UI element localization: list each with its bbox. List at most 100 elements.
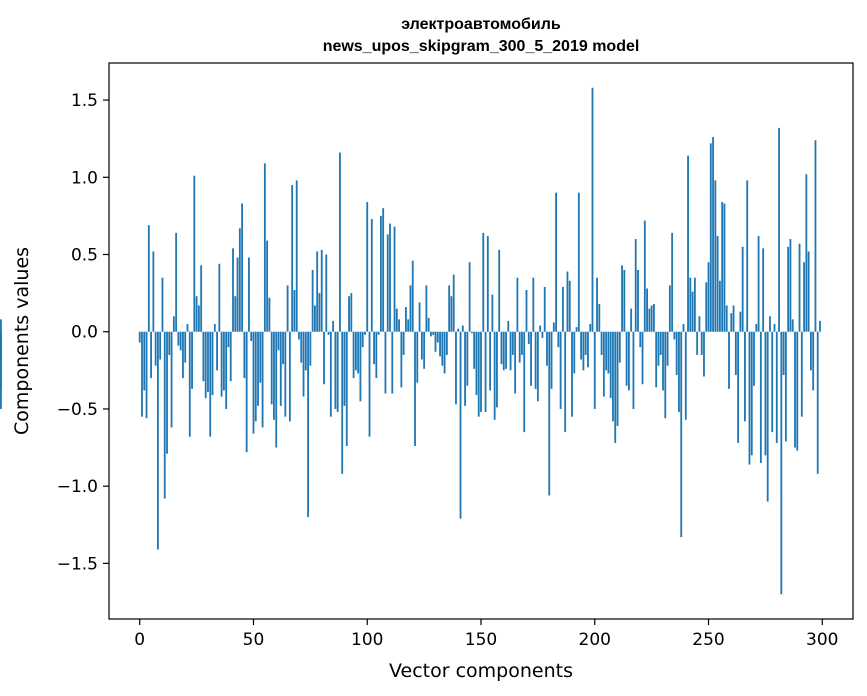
bar bbox=[634, 239, 637, 332]
bar bbox=[320, 249, 323, 332]
bar bbox=[402, 331, 405, 355]
bar bbox=[259, 331, 262, 383]
bar bbox=[687, 155, 689, 332]
bar bbox=[473, 331, 476, 369]
bar bbox=[348, 296, 350, 332]
bar bbox=[400, 331, 403, 388]
bar bbox=[252, 331, 255, 434]
bar bbox=[336, 331, 339, 413]
bar bbox=[311, 269, 314, 332]
bar bbox=[730, 313, 733, 332]
bar bbox=[254, 331, 257, 422]
bar bbox=[534, 331, 537, 389]
bar bbox=[810, 331, 812, 371]
bar bbox=[753, 331, 755, 386]
bar bbox=[491, 294, 494, 332]
y-tick-label: −1.0 bbox=[57, 477, 98, 497]
bar bbox=[673, 331, 676, 340]
bar bbox=[680, 331, 683, 538]
bar bbox=[395, 308, 398, 332]
bar bbox=[605, 331, 608, 371]
bar bbox=[782, 331, 785, 375]
bar bbox=[314, 305, 316, 332]
bar bbox=[587, 331, 589, 368]
bar bbox=[664, 331, 667, 419]
bar bbox=[147, 225, 150, 332]
y-tick-label: 0.5 bbox=[71, 246, 98, 266]
bar bbox=[737, 331, 740, 443]
bar bbox=[709, 143, 712, 332]
bar bbox=[464, 331, 466, 406]
bar bbox=[621, 265, 623, 332]
bar bbox=[145, 331, 148, 419]
bar bbox=[234, 296, 237, 332]
x-axis-label: Vector components bbox=[389, 660, 573, 682]
bar bbox=[345, 331, 348, 447]
bar bbox=[186, 324, 189, 332]
bar bbox=[318, 293, 321, 332]
bar bbox=[248, 257, 250, 332]
bar bbox=[170, 331, 173, 428]
bar bbox=[375, 331, 378, 379]
bar bbox=[759, 331, 762, 464]
bar bbox=[152, 251, 155, 332]
bar bbox=[778, 127, 780, 332]
x-tick-label: 200 bbox=[579, 630, 611, 650]
bar bbox=[475, 331, 478, 396]
bar bbox=[425, 285, 428, 332]
bar bbox=[805, 174, 808, 332]
bar bbox=[668, 285, 671, 332]
bar bbox=[364, 331, 366, 335]
bar bbox=[750, 331, 753, 456]
bar bbox=[159, 331, 162, 360]
bar bbox=[718, 280, 721, 332]
bar bbox=[566, 271, 569, 332]
bar bbox=[666, 331, 669, 366]
bar bbox=[500, 331, 503, 365]
bar bbox=[411, 260, 414, 332]
bar bbox=[257, 331, 259, 406]
bars-group bbox=[0, 87, 821, 595]
bar bbox=[357, 331, 360, 374]
bar bbox=[225, 331, 228, 409]
bar bbox=[263, 163, 266, 332]
bar bbox=[432, 331, 435, 335]
bar bbox=[138, 331, 141, 343]
y-axis-ticks: −1.5 −1.0 −0.5 0.0 0.5 1.0 1.5 bbox=[57, 91, 109, 574]
bar bbox=[459, 331, 462, 519]
bar bbox=[168, 331, 171, 355]
bar bbox=[568, 280, 571, 332]
bar bbox=[618, 331, 621, 363]
bar bbox=[509, 331, 512, 371]
bar bbox=[559, 331, 562, 409]
bar bbox=[589, 324, 592, 332]
bar bbox=[486, 235, 489, 332]
bar bbox=[339, 152, 341, 332]
bar bbox=[536, 331, 539, 402]
bar bbox=[744, 331, 746, 422]
bar bbox=[143, 331, 146, 391]
bar bbox=[716, 235, 719, 332]
bar bbox=[516, 277, 519, 332]
bar bbox=[286, 285, 289, 332]
bar bbox=[141, 331, 143, 417]
bar bbox=[584, 331, 587, 355]
bar bbox=[525, 290, 528, 332]
bar bbox=[398, 319, 400, 332]
y-axis-label: Components values bbox=[11, 247, 33, 435]
bar bbox=[530, 331, 532, 386]
bar bbox=[637, 269, 639, 332]
bar bbox=[766, 331, 769, 502]
bar bbox=[707, 262, 710, 332]
bar bbox=[207, 331, 209, 392]
bar bbox=[548, 331, 551, 496]
bar bbox=[377, 331, 380, 335]
bar bbox=[350, 293, 353, 332]
bar bbox=[562, 286, 564, 332]
bar bbox=[405, 307, 407, 332]
x-tick-label: 300 bbox=[806, 630, 838, 650]
bar bbox=[527, 331, 530, 345]
bar bbox=[295, 180, 298, 332]
bar bbox=[555, 192, 557, 332]
bar bbox=[787, 246, 790, 332]
